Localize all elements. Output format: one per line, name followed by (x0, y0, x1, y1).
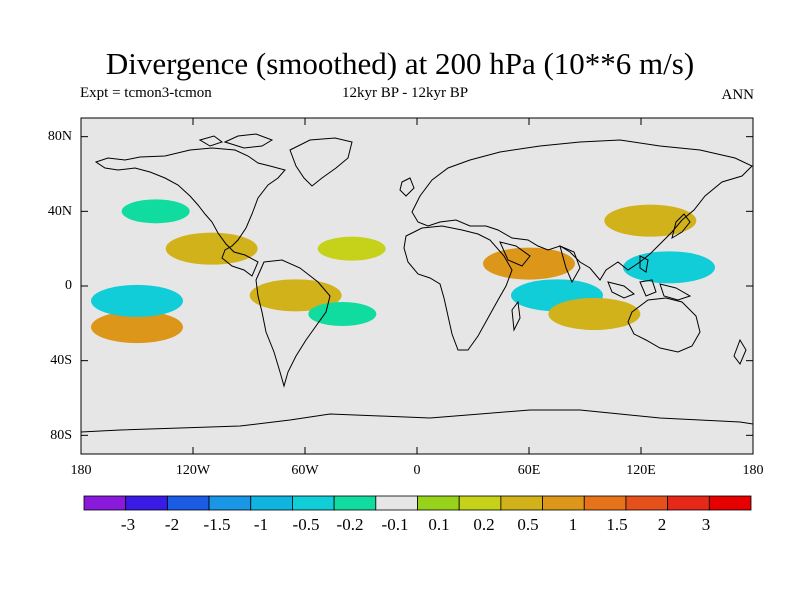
coast-madagascar (511, 300, 521, 332)
map-panel (80, 117, 754, 455)
axis-ticks (80, 118, 754, 454)
colorbar-swatch (375, 495, 418, 511)
lat-label-80n: 80N (47, 129, 72, 144)
colorbar-swatch (125, 495, 168, 511)
coast-maritime-continent (607, 255, 692, 301)
lon-label-120w: 120W (175, 463, 211, 478)
coast-arabia-india (499, 241, 581, 284)
colorbar-swatch (292, 495, 335, 511)
lon-label-180w: 180 (70, 463, 92, 478)
field-feature (483, 247, 575, 280)
field-feature (165, 232, 258, 265)
coast-south-america (255, 259, 331, 388)
lat-label-80s: 80S (50, 428, 72, 443)
experiment-label: Expt = tcmon3-tcmon (80, 85, 212, 101)
colorbar-swatch (667, 495, 710, 511)
colorbar-swatch (625, 495, 669, 511)
colorbar-swatch (250, 495, 293, 511)
lat-label-40s: 40S (50, 353, 72, 368)
map-title: Divergence (smoothed) at 200 hPa (10**6 … (105, 46, 695, 81)
colorbar-label: 1.5 (606, 515, 628, 534)
colorbar-swatch (500, 495, 543, 511)
map-background (81, 118, 753, 454)
colorbar-label: 2 (657, 515, 667, 534)
lat-label-40n: 40N (47, 204, 72, 219)
season-label: ANN (721, 87, 755, 103)
colorbar-swatch (333, 495, 377, 511)
colorbar-label: 3 (701, 515, 711, 534)
colorbar-label: -1 (253, 515, 269, 534)
field-feature (317, 236, 386, 261)
coastlines (81, 133, 753, 433)
colorbar-label: 0.2 (473, 515, 495, 534)
coast-japan (671, 213, 691, 240)
field-feature (623, 251, 715, 284)
lat-label-eq: 0 (65, 278, 72, 293)
coast-new-zealand (733, 338, 747, 365)
colorbar-swatch (458, 495, 502, 511)
field-feature (548, 298, 641, 330)
colorbar-swatch (208, 495, 252, 511)
lon-label-60e: 60E (517, 463, 541, 478)
lon-label-180e: 180 (742, 463, 764, 478)
period-label: 12kyr BP - 12kyr BP (342, 85, 469, 101)
colorbar-swatch (83, 495, 127, 511)
lon-label-120e: 120E (626, 463, 656, 478)
field-feature (439, 348, 507, 373)
colorbar-swatch (166, 495, 210, 511)
field-feature (121, 199, 190, 224)
field-feature (249, 279, 342, 312)
colorbar-label: 0.1 (428, 515, 450, 534)
coast-antarctica (81, 409, 753, 433)
coast-africa (403, 225, 513, 351)
coast-north-america (94, 147, 286, 277)
field-feature (91, 311, 183, 344)
field-feature (604, 204, 697, 237)
lon-label-0: 0 (413, 463, 421, 478)
coast-australia (627, 297, 701, 353)
colorbar-label: -2 (164, 515, 180, 534)
field-feature (308, 302, 377, 326)
divergence-field (91, 199, 715, 373)
coast-greenland (289, 137, 353, 187)
colorbar-label: -1.5 (203, 515, 231, 534)
colorbar-swatch (417, 495, 460, 511)
colorbar-label: -0.5 (292, 515, 320, 534)
colorbar-label: 1 (568, 515, 578, 534)
field-feature (91, 284, 183, 317)
colorbar-swatch (708, 495, 752, 511)
colorbar-swatch (542, 495, 585, 511)
colorbar (83, 495, 752, 511)
lon-label-60w: 60W (291, 463, 319, 478)
colorbar-label: -0.1 (381, 515, 409, 534)
colorbar-swatch (583, 495, 627, 511)
colorbar-label: -0.2 (336, 515, 364, 534)
coast-british-isles (399, 177, 415, 197)
coast-arctic-islands (198, 133, 274, 149)
colorbar-label: 0.5 (517, 515, 539, 534)
colorbar-label: -3 (120, 515, 136, 534)
